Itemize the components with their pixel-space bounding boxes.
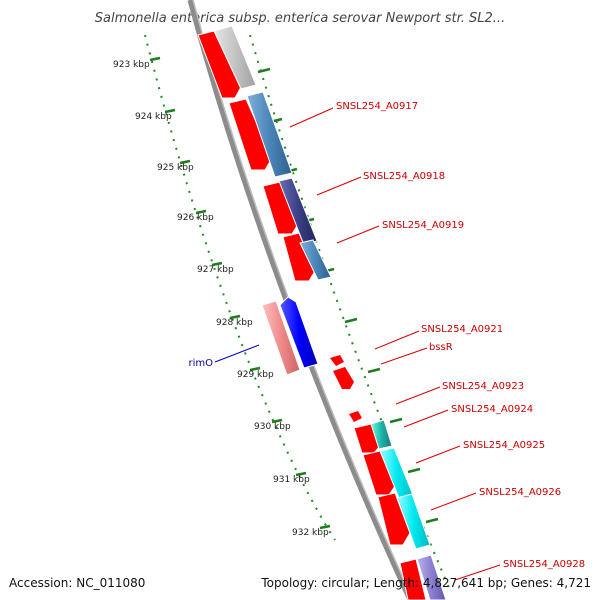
tick-label: 923 kbp bbox=[113, 60, 150, 70]
gene-label-a0923: SNSL254_A0923 bbox=[442, 381, 524, 392]
cog-segment bbox=[278, 177, 318, 246]
tick-label: 930 kbp bbox=[254, 422, 291, 432]
gene-label-a0918: SNSL254_A0918 bbox=[363, 171, 445, 182]
cog-segment bbox=[213, 25, 257, 90]
cds-arrow-small bbox=[330, 355, 344, 366]
gene-labels: SNSL254_A0917 SNSL254_A0918 SNSL254_A091… bbox=[188, 101, 585, 570]
tick-label: 926 kbp bbox=[177, 213, 214, 223]
cds-arrow bbox=[362, 450, 396, 496]
cog-segment bbox=[379, 447, 416, 504]
tick-label: 929 kbp bbox=[237, 370, 274, 380]
cds-arrow bbox=[399, 558, 427, 600]
cds-arrow bbox=[197, 30, 242, 99]
gene-label-a0919: SNSL254_A0919 bbox=[382, 220, 464, 231]
cog-segment bbox=[299, 239, 332, 281]
leader-line bbox=[403, 409, 449, 428]
leader-line bbox=[415, 445, 461, 464]
genome-backbone bbox=[187, 0, 413, 600]
tick-label: 927 kbp bbox=[197, 265, 234, 275]
cog-segment bbox=[396, 493, 431, 550]
gene-label-a0925: SNSL254_A0925 bbox=[463, 440, 545, 451]
cds-arrow bbox=[262, 181, 299, 235]
gene-label-a0926: SNSL254_A0926 bbox=[479, 487, 561, 498]
gene-label-a0924: SNSL254_A0924 bbox=[451, 404, 533, 415]
forward-cds-track bbox=[197, 30, 427, 600]
tick-label: 932 kbp bbox=[292, 528, 329, 538]
leader-line bbox=[430, 492, 477, 511]
cds-arrow bbox=[377, 492, 411, 546]
map-title: Salmonella enterica subsp. enterica sero… bbox=[95, 11, 505, 26]
tick-label: 931 kbp bbox=[273, 475, 310, 485]
leader-line bbox=[336, 225, 380, 244]
genome-stats-text: Topology: circular; Length: 4,827,641 bp… bbox=[260, 576, 591, 590]
gene-label-a0921: SNSL254_A0921 bbox=[421, 324, 503, 335]
reverse-cds-track bbox=[261, 296, 319, 376]
inner-tick-marks bbox=[149, 56, 331, 530]
tick-label: 928 kbp bbox=[216, 318, 253, 328]
cog-segment bbox=[246, 91, 293, 178]
gene-label-a0917: SNSL254_A0917 bbox=[336, 101, 418, 112]
cog-segment bbox=[416, 554, 447, 600]
leader-line bbox=[289, 107, 334, 128]
leader-line bbox=[374, 330, 420, 350]
cds-arrow bbox=[228, 98, 273, 171]
cds-arrow bbox=[282, 232, 316, 282]
gene-label-bssR: bssR bbox=[429, 342, 453, 353]
leader-line bbox=[395, 386, 441, 405]
leader-line bbox=[454, 564, 501, 581]
leader-line bbox=[316, 176, 362, 196]
tick-label: 924 kbp bbox=[135, 112, 172, 122]
leader-line bbox=[214, 344, 260, 363]
gene-label-rimO: rimO bbox=[188, 358, 213, 369]
rimO-arrow bbox=[279, 296, 319, 369]
accession-text: Accession: NC_011080 bbox=[9, 576, 145, 590]
tick-label: 925 kbp bbox=[157, 163, 194, 173]
label-leaders bbox=[214, 107, 501, 581]
cog-track bbox=[213, 25, 447, 600]
cds-arrow-small bbox=[333, 367, 354, 389]
cds-arrow-small bbox=[349, 411, 362, 422]
gene-label-a0928: SNSL254_A0928 bbox=[503, 559, 585, 570]
leader-line bbox=[380, 347, 428, 365]
cog-segment bbox=[370, 419, 393, 450]
tick-labels: 923 kbp 924 kbp 925 kbp 926 kbp 927 kbp … bbox=[113, 60, 329, 538]
rimO-cog-segment bbox=[261, 300, 301, 376]
tick-ring bbox=[144, 34, 336, 541]
